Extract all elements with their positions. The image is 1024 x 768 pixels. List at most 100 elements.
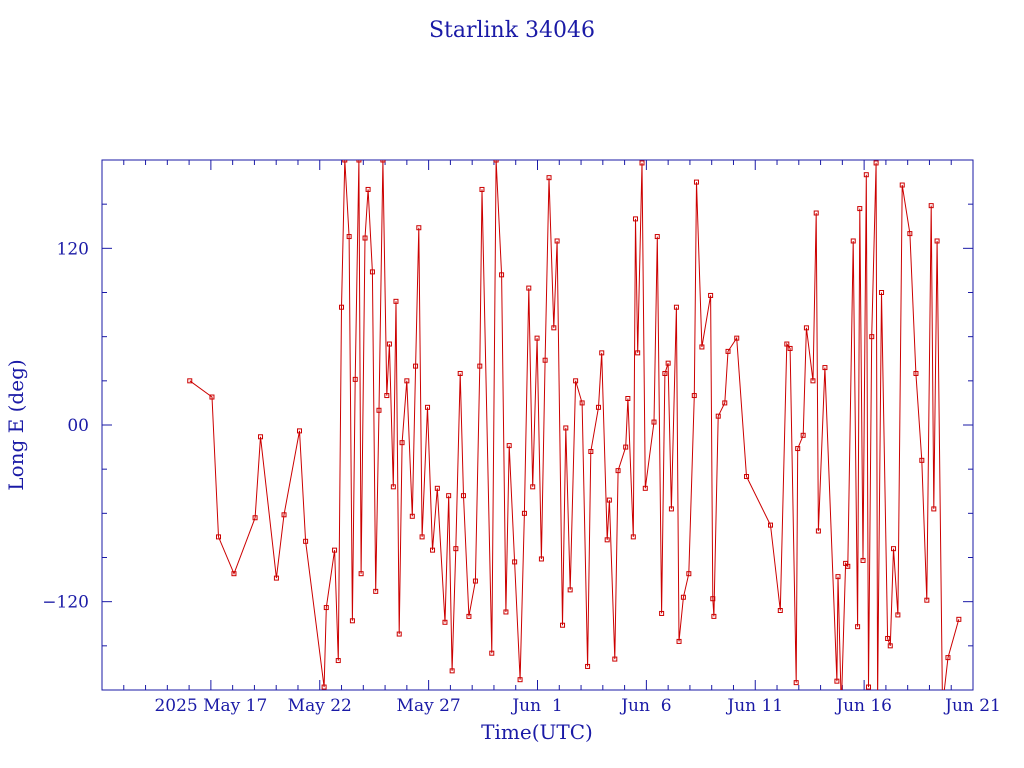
data-point [595,404,601,410]
data-point [850,238,856,244]
data-point [231,571,237,577]
data-point [734,335,740,341]
data-point [919,457,925,463]
data-point [538,556,544,562]
data-point [503,609,509,615]
data-point [934,238,940,244]
data-point [551,325,557,331]
data-point [873,160,879,166]
data-point [845,563,851,569]
data-point [895,612,901,618]
chart-title: Starlink 34046 [429,18,595,43]
data-point [346,234,352,240]
data-point [612,656,618,662]
data-point [585,663,591,669]
data-point [281,512,287,518]
data-point [879,290,885,295]
data-point [744,474,750,480]
data-point [715,413,721,419]
data-point [887,643,893,649]
data-point [931,506,937,512]
data-point [425,404,431,410]
data-point [793,680,799,686]
data-point [362,235,368,241]
data-point [630,534,636,540]
y-tick-label: 120 [57,239,89,259]
data-point [725,348,731,354]
y-tick-label: 00 [67,416,89,436]
data-point [526,285,532,291]
data-point [430,547,436,553]
data-point [642,485,648,491]
data-point [479,186,485,192]
data-point [699,344,705,350]
data-point [822,365,828,371]
data-point [358,571,364,577]
data-point [419,534,425,540]
data-point [659,610,665,616]
data-point [457,370,463,376]
data-point [891,546,897,552]
series-layer [187,160,962,708]
data-point [321,684,327,690]
data-point [560,622,566,628]
data-point [941,704,945,708]
data-point [708,292,714,298]
data-point [434,485,440,491]
data-point [349,618,355,624]
data-point [376,407,382,413]
data-point [380,160,386,163]
data-point [442,619,448,625]
x-tick-label: 2025 May 17 [154,696,267,716]
x-tick-label: Jun 1 [510,696,562,716]
data-point [885,635,891,641]
data-point [857,206,863,212]
data-point [865,684,871,690]
data-point [928,203,934,209]
data-point [409,513,415,519]
data-point [651,419,657,425]
data-point [342,160,348,163]
data-point [506,443,512,449]
data-point [512,559,518,565]
data-point [323,605,329,611]
data-point [599,350,605,356]
data-point [860,557,866,563]
data-point [209,394,215,400]
data-point [521,510,527,516]
x-tick-label: May 22 [288,696,352,716]
data-point [907,231,913,237]
data-point [924,597,930,603]
data-point [604,537,610,543]
data-point [945,655,951,661]
data-point [869,334,875,340]
data-point [542,357,548,363]
data-point [787,345,793,351]
data-point [795,446,801,452]
data-point [673,304,679,310]
data-point [390,484,396,490]
data-point [668,506,674,512]
data-point [413,363,419,369]
data-point [863,172,869,178]
data-point [449,668,455,674]
data-point [477,363,483,369]
axes [101,159,974,691]
data-point [453,546,459,552]
data-point [489,650,495,656]
data-point [352,376,358,382]
data-point [855,624,861,630]
data-point [303,538,309,544]
data-point [399,440,405,446]
data-point [686,571,692,577]
data-point [803,325,809,331]
data-point [662,370,668,376]
data-point [499,272,505,278]
data-point [534,335,540,341]
data-point [396,631,402,637]
data-point [834,678,840,684]
data-point [579,400,585,406]
data-point [588,449,594,454]
series-line [189,160,960,690]
